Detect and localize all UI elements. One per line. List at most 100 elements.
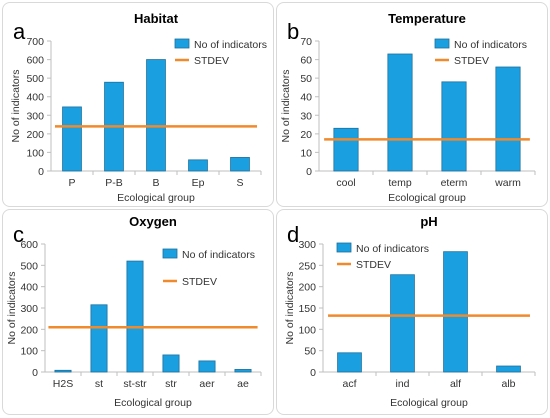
bar-alb [496, 365, 521, 373]
y-tick-label: 30 [300, 110, 312, 122]
bar-eterm [441, 81, 467, 172]
bar-P [62, 106, 82, 172]
legend-swatch-bars [162, 248, 178, 259]
y-tick-label: 500 [20, 260, 38, 272]
chart-habitat: Habitat 0 100 200 300 400 500 600 700 No of indic… [10, 11, 267, 204]
x-tick-label: temp [388, 177, 412, 189]
y-axis-label: No of indicators [10, 70, 22, 143]
chart-oxygen: Oxygen 0 100 200 300 400 500 600 No of indicator… [6, 214, 262, 409]
bar-temp [387, 53, 413, 172]
x-tick-label: P-B [105, 177, 123, 189]
y-tick-label: 200 [20, 324, 38, 336]
panel-letter-d: d [287, 222, 300, 247]
bar-S [230, 157, 250, 172]
y-tick-label: 60 [300, 55, 312, 67]
x-tick-label: S [236, 177, 243, 189]
legend-label-bars: No of indicators [194, 39, 267, 51]
chart-title: Temperature [388, 11, 466, 26]
x-axis-label: Ecological group [117, 192, 195, 204]
panel-letter-b: b [287, 19, 300, 44]
bar-aer [198, 360, 216, 373]
y-tick-label: 50 [304, 346, 316, 358]
bar-st [90, 304, 108, 373]
y-tick-label: 100 [298, 324, 316, 336]
x-axis-label: Ecological group [114, 397, 192, 409]
y-axis-label: No of indicators [6, 272, 18, 345]
panel-letter-a: a [13, 19, 26, 44]
y-tick-label: 300 [26, 110, 44, 122]
y-tick-label: 0 [306, 166, 312, 178]
bar-H2S [54, 369, 72, 373]
chart-title: pH [420, 214, 437, 229]
y-tick-label: 20 [300, 129, 312, 141]
y-tick-label: 400 [20, 282, 38, 294]
y-tick-label: 40 [300, 92, 312, 104]
x-tick-label: st-str [123, 378, 147, 390]
legend-label-bars: No of indicators [356, 243, 429, 255]
bar-acf [337, 352, 362, 373]
y-tick-label: 300 [20, 303, 38, 315]
y-tick-label: 10 [300, 147, 312, 159]
y-tick-label: 600 [26, 55, 44, 67]
x-axis-label: Ecological group [390, 397, 468, 409]
x-tick-label: cool [336, 177, 355, 189]
x-tick-label: P [68, 177, 75, 189]
x-tick-label: ind [395, 378, 409, 390]
y-tick-label: 50 [300, 73, 312, 85]
y-tick-label: 250 [298, 260, 316, 272]
legend-label-stdev: STDEV [356, 259, 391, 271]
x-tick-label: aer [199, 378, 215, 390]
x-tick-label: alb [501, 378, 515, 390]
bar-st-str [126, 260, 144, 373]
y-tick-label: 0 [32, 367, 38, 379]
bar-ae [234, 369, 252, 373]
chart-panel-ph: pH 0 50 100 150 200 250 300 No of indicators acf i… [276, 209, 548, 415]
x-tick-label: eterm [441, 177, 468, 189]
y-tick-label: 70 [300, 36, 312, 48]
bar-B [146, 59, 166, 172]
y-tick-label: 100 [26, 147, 44, 159]
y-tick-label: 300 [298, 239, 316, 251]
y-tick-label: 400 [26, 92, 44, 104]
x-tick-label: str [165, 378, 177, 390]
legend-label-bars: No of indicators [454, 39, 527, 51]
legend-swatch-bars [434, 38, 450, 49]
x-tick-label: H2S [53, 378, 73, 390]
bar-cool [333, 127, 359, 172]
y-tick-label: 0 [38, 166, 44, 178]
chart-title: Oxygen [129, 214, 177, 229]
y-tick-label: 100 [20, 346, 38, 358]
y-tick-label: 0 [310, 367, 316, 379]
y-tick-label: 600 [20, 239, 38, 251]
legend-label-stdev: STDEV [454, 55, 489, 67]
panel-letter-c: c [13, 222, 24, 247]
chart-ph: pH 0 50 100 150 200 250 300 No of indicators acf i… [284, 214, 536, 409]
bar-ind [390, 274, 415, 373]
y-tick-label: 200 [26, 129, 44, 141]
y-tick-label: 700 [26, 36, 44, 48]
legend-swatch-bars [336, 242, 352, 253]
x-axis-label: Ecological group [388, 192, 466, 204]
chart-panel-temperature: Temperature 0 10 20 30 40 50 60 70 No of indicato… [276, 2, 548, 207]
y-axis-label: No of indicators [284, 272, 296, 345]
legend-label-stdev: STDEV [194, 55, 229, 67]
y-axis-label: No of indicators [280, 70, 292, 143]
chart-panel-oxygen: Oxygen 0 100 200 300 400 500 600 No of indicator… [2, 209, 274, 415]
y-tick-label: 150 [298, 303, 316, 315]
bar-Ep [188, 159, 208, 172]
y-tick-label: 500 [26, 73, 44, 85]
legend-label-stdev: STDEV [182, 276, 217, 288]
bar-warm [495, 66, 521, 172]
x-tick-label: alf [450, 378, 461, 390]
x-tick-label: st [95, 378, 103, 390]
bar-alf [443, 251, 468, 373]
x-tick-label: acf [342, 378, 356, 390]
chart-panel-habitat: Habitat 0 100 200 300 400 500 600 700 No of indic… [2, 2, 274, 207]
chart-title: Habitat [134, 11, 179, 26]
chart-temperature: Temperature 0 10 20 30 40 50 60 70 No of indicato… [280, 11, 536, 204]
y-tick-label: 200 [298, 282, 316, 294]
legend-label-bars: No of indicators [182, 249, 255, 261]
x-tick-label: B [152, 177, 159, 189]
legend-swatch-bars [174, 38, 190, 49]
x-tick-label: ae [237, 378, 249, 390]
